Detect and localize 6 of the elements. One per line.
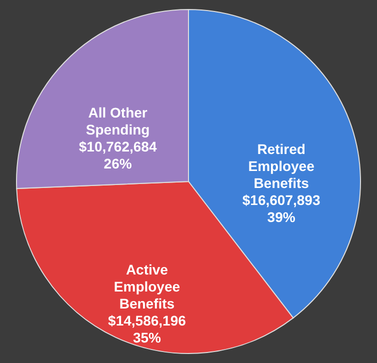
data-label: $14,586,196 35% xyxy=(108,312,186,346)
slice-label: All Other Spending xyxy=(86,104,150,138)
data-label: $16,607,893 39% xyxy=(242,192,320,225)
data-label: $10,762,684 26% xyxy=(78,138,157,172)
slice-label: Retired Employee Benefits xyxy=(248,141,315,191)
slice-label: Active Employee Benefits xyxy=(114,261,180,312)
